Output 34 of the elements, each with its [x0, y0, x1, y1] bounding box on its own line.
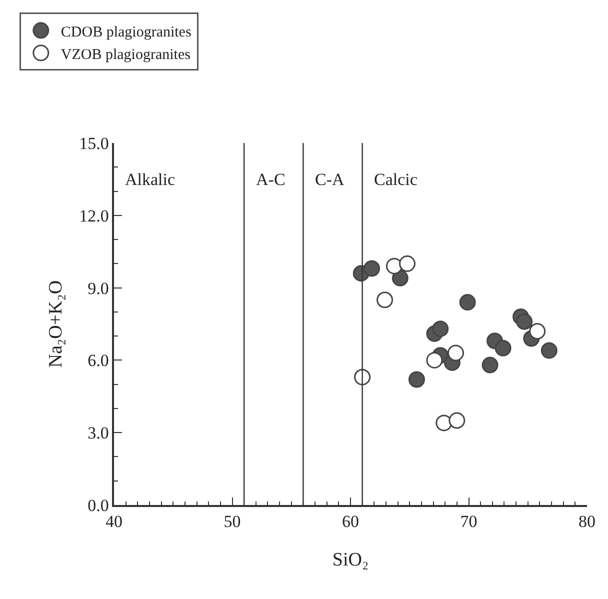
point [399, 255, 416, 272]
point [448, 412, 466, 429]
point [376, 292, 394, 308]
annotation: Calcic [374, 170, 418, 189]
y-tick-label: 6.0 [88, 351, 109, 370]
point [516, 313, 533, 330]
point [408, 371, 425, 388]
point [432, 320, 449, 338]
x-tick-label: 60 [342, 512, 359, 532]
y-tick-label: 0.0 [88, 496, 109, 515]
legend-label: VZOB plagiogranites [60, 46, 191, 63]
annotation: C-A [315, 170, 345, 189]
y-tick-label: 3.0 [88, 424, 109, 443]
point [447, 344, 464, 362]
y-axis-title: Na₂O+K₂O [45, 280, 66, 368]
y-tick-label: 9.0 [88, 278, 109, 298]
point [494, 340, 512, 356]
point [459, 294, 476, 311]
x-tick-label: 40 [106, 512, 122, 532]
annotation: Alkalic [125, 170, 176, 189]
x-tick-label: 50 [224, 512, 241, 532]
point [364, 260, 380, 277]
y-tick-label: 15.0 [79, 134, 109, 153]
point [426, 352, 443, 368]
legend-label: CDOB plagiogranites [60, 24, 192, 40]
x-tick-label: 70 [460, 512, 478, 532]
point [482, 356, 498, 374]
point [392, 270, 408, 286]
point [529, 322, 546, 340]
annotation: A-C [256, 170, 286, 189]
point [540, 342, 558, 359]
x-axis-title: SiO₂ [332, 549, 369, 570]
x-tick-label: 80 [578, 512, 596, 532]
y-tick-label: 12.0 [79, 206, 109, 226]
